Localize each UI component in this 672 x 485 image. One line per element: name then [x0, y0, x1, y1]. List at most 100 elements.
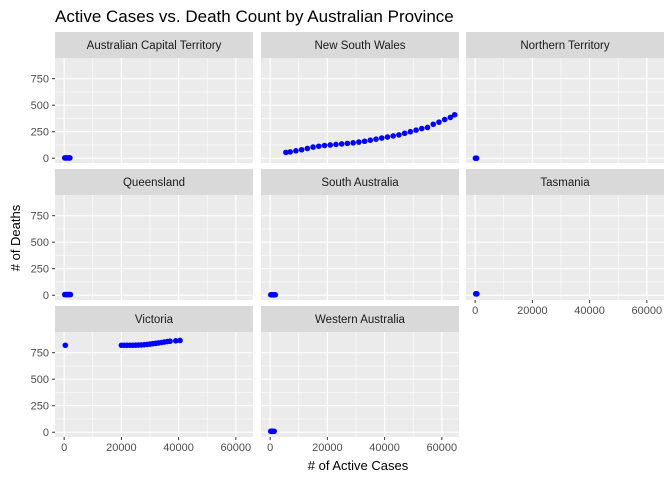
x-tick-label: 60000 [427, 442, 458, 454]
data-point [177, 337, 183, 344]
data-point [304, 145, 311, 152]
data-point [310, 144, 316, 150]
facet-panel: Tasmania 0 20000 40000 60000 [466, 169, 664, 317]
data-point [271, 428, 277, 435]
panel-background [261, 58, 459, 163]
data-point [344, 140, 351, 147]
panel-background [261, 332, 459, 437]
x-axis-title: # of Active Cases [308, 458, 409, 473]
facet-strip-label: Tasmania [540, 177, 590, 189]
data-point [473, 155, 480, 162]
chart-title: Active Cases vs. Death Count by Australi… [55, 7, 454, 26]
data-point [384, 134, 391, 140]
facet-strip-label: Western Australia [315, 314, 406, 326]
x-tick-label: 0 [61, 442, 67, 454]
data-point [272, 292, 279, 298]
facet-strip-label: Victoria [135, 314, 174, 326]
data-point [396, 132, 402, 138]
facet-strip [466, 169, 664, 195]
x-tick-label: 20000 [517, 305, 548, 317]
data-point [298, 146, 305, 153]
x-tick-label: 0 [267, 442, 273, 454]
panel-background [261, 195, 459, 300]
data-point [315, 143, 322, 150]
x-tick-label: 20000 [312, 442, 343, 454]
facet-strip-label: South Australia [321, 177, 399, 189]
data-point [447, 114, 454, 121]
y-tick-label: 250 [31, 401, 49, 413]
y-tick-label: 250 [31, 127, 49, 139]
facet-strip [261, 32, 459, 58]
panel-background [466, 195, 664, 300]
data-point [430, 121, 437, 128]
y-tick-label: 750 [31, 74, 49, 86]
panel-background [55, 58, 253, 163]
data-point [321, 142, 328, 149]
y-tick-label: 0 [43, 290, 49, 302]
x-tick-label: 40000 [163, 442, 194, 454]
x-tick-label: 0 [472, 305, 478, 317]
facet-panel: Australian Capital Territory 0 250 500 750 [31, 32, 253, 165]
data-point [413, 127, 419, 133]
facet-strip-label: Australian Capital Territory [87, 40, 222, 52]
y-tick-label: 0 [43, 153, 49, 165]
facet-strip [55, 169, 253, 195]
data-point [407, 128, 414, 135]
data-point [373, 136, 379, 142]
panel-background [55, 332, 253, 437]
panel-background [55, 195, 253, 300]
facet-panel: South Australia [261, 169, 459, 300]
facet-panel: New South Wales [261, 32, 459, 163]
facet-strip-label: New South Wales [315, 40, 406, 52]
data-point [424, 124, 431, 131]
x-tick-label: 40000 [369, 442, 400, 454]
data-point [338, 141, 345, 147]
data-point [451, 111, 458, 118]
y-tick-label: 250 [31, 264, 49, 276]
y-tick-label: 500 [31, 100, 49, 112]
data-point [283, 149, 289, 156]
panel-background [466, 58, 664, 163]
data-point [293, 148, 299, 154]
facet-strip-label: Northern Territory [520, 40, 610, 52]
facet-panel: Queensland 0 250 500 750 [31, 169, 253, 302]
data-point [441, 116, 448, 123]
data-point [287, 149, 293, 155]
facet-strip [466, 32, 664, 58]
y-tick-label: 750 [31, 211, 49, 223]
x-tick-label: 20000 [106, 442, 137, 454]
data-point [367, 137, 374, 143]
facet-strip [261, 169, 459, 195]
x-tick-label: 60000 [221, 442, 252, 454]
data-point [356, 139, 362, 145]
data-point [327, 142, 334, 148]
y-tick-label: 500 [31, 374, 49, 386]
facet-strip-label: Queensland [123, 177, 185, 189]
facet-panel: Victoria 0 250 500 750 0 20000 40000 60000 [31, 306, 253, 454]
data-point [419, 125, 425, 132]
y-tick-label: 500 [31, 237, 49, 249]
data-point [401, 130, 408, 137]
data-point [378, 135, 385, 141]
x-tick-label: 40000 [574, 305, 605, 317]
facet-panel: Northern Territory [466, 32, 664, 163]
data-point [62, 342, 69, 349]
data-point [474, 291, 480, 297]
facet-strip [55, 306, 253, 332]
data-point [167, 338, 173, 345]
data-point [436, 119, 442, 125]
facet-panel: Western Australia 0 20000 40000 60000 [261, 306, 459, 454]
x-tick-label: 60000 [632, 305, 663, 317]
data-point [67, 291, 74, 298]
data-point [333, 141, 339, 148]
facet-strip [55, 32, 253, 58]
y-tick-label: 750 [31, 348, 49, 360]
facet-strip [261, 306, 459, 332]
data-point [67, 155, 73, 161]
facet-panels: Australian Capital Territory 0 250 500 750 Ne… [31, 32, 664, 454]
data-point [172, 338, 179, 344]
data-point [361, 138, 368, 145]
data-point [350, 140, 356, 146]
y-axis-title: # of Deaths [8, 204, 23, 271]
